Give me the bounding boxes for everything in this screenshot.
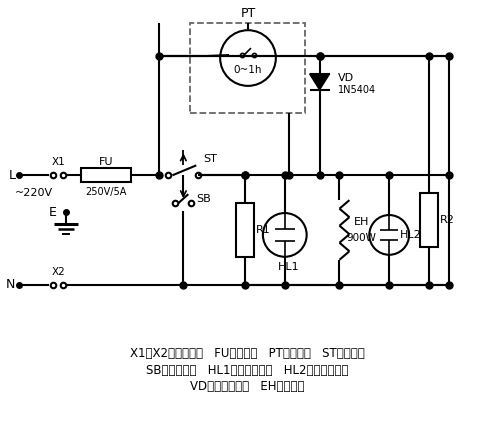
Text: 250V/5A: 250V/5A [85,187,126,197]
Text: 0~1h: 0~1h [234,65,262,75]
Text: SB: SB [196,194,210,204]
Text: HL1: HL1 [278,262,299,272]
Bar [81,168,130,182]
Text: ST: ST [203,154,217,164]
Circle shape [370,215,409,255]
Text: R1: R1 [255,225,270,235]
Text: ~220V: ~220V [15,188,53,198]
Text: X2: X2 [51,267,65,277]
Text: HL2: HL2 [400,230,422,240]
Bar [190,23,305,113]
Text: PT: PT [241,7,255,20]
Text: EH: EH [354,217,369,227]
Text: R2: R2 [440,215,454,225]
Text: X1: X1 [51,157,65,168]
Text: 1N5404: 1N5404 [337,85,375,95]
Bar [420,193,438,248]
Text: VD．整流二极管   EH．发热器: VD．整流二极管 EH．发热器 [190,381,304,393]
Text: SB．手动按键   HL1．加热指示灯   HL2．保温指示灯: SB．手动按键 HL1．加热指示灯 HL2．保温指示灯 [146,364,348,377]
Text: FU: FU [98,157,113,168]
Bar [236,202,254,257]
Circle shape [263,213,307,257]
Text: VD: VD [337,73,354,83]
Text: E: E [49,206,57,218]
Text: 900W: 900W [346,233,376,243]
Text: X1、X2．接插端子   FU．燐断器   PT．定时器   ST．限温器: X1、X2．接插端子 FU．燐断器 PT．定时器 ST．限温器 [129,347,365,360]
Text: N: N [5,278,15,291]
Text: L: L [8,169,15,182]
Circle shape [220,30,276,86]
Polygon shape [310,74,329,90]
